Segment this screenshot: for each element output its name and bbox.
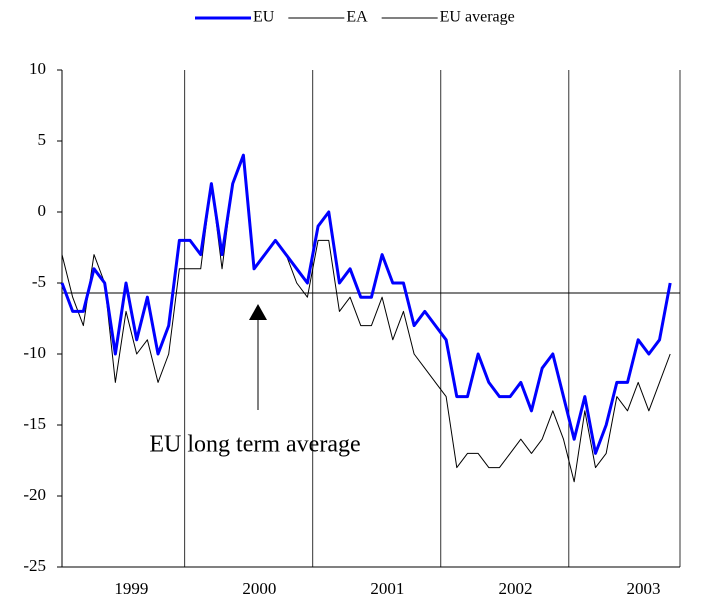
- y-tick-label: 5: [38, 130, 47, 149]
- x-tick-label: 2000: [242, 579, 276, 598]
- x-tick-label: 2002: [498, 579, 532, 598]
- y-tick-label: 10: [29, 59, 46, 78]
- y-tick-label: -25: [23, 556, 46, 575]
- legend-label: EU average: [440, 9, 515, 26]
- y-tick-label: 0: [38, 201, 47, 220]
- annotation: EU long term average: [149, 432, 360, 458]
- y-tick-label: -20: [23, 485, 46, 504]
- y-tick-label: -5: [32, 272, 46, 291]
- annotation-arrow-head: [249, 304, 267, 320]
- line-series: [61, 154, 671, 483]
- x-tick-label: 2003: [627, 579, 661, 598]
- legend-label: EU: [253, 9, 275, 26]
- y-tick-label: -15: [23, 414, 46, 433]
- line-series: [60, 153, 672, 455]
- legend-label: EA: [346, 9, 368, 26]
- x-tick-label: 2001: [370, 579, 404, 598]
- x-tick-label: 1999: [114, 579, 148, 598]
- y-tick-label: -10: [23, 343, 46, 362]
